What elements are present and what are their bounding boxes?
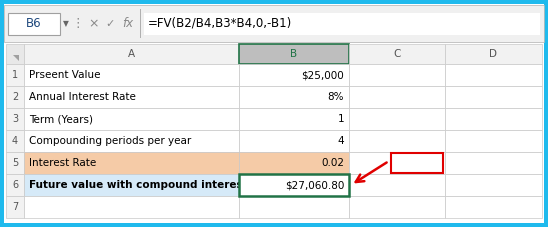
Text: 0.02: 0.02 [321, 158, 344, 168]
Text: 3: 3 [12, 114, 18, 124]
Bar [239, 174, 349, 196]
Text: B: B [290, 49, 298, 59]
Polygon shape [13, 55, 19, 61]
Bar [6, 108, 24, 130]
Text: A: A [128, 49, 135, 59]
Bar [239, 86, 349, 108]
Bar [24, 64, 239, 86]
Bar [239, 196, 349, 218]
Text: $25,000: $25,000 [301, 70, 344, 80]
Bar [239, 108, 349, 130]
Text: 1: 1 [12, 70, 18, 80]
Bar [445, 174, 542, 196]
Text: Future value with compound interest: Future value with compound interest [29, 180, 248, 190]
Text: Interest Rate: Interest Rate [29, 158, 96, 168]
Bar [445, 86, 542, 108]
Text: fx: fx [122, 17, 134, 30]
Bar [349, 44, 445, 64]
Bar [6, 130, 24, 152]
Text: C: C [393, 49, 401, 59]
Bar [349, 64, 445, 86]
Bar [391, 153, 443, 173]
Text: 7: 7 [12, 202, 18, 212]
Bar [349, 86, 445, 108]
Bar [445, 44, 542, 64]
Bar [24, 44, 239, 64]
Text: ✓: ✓ [105, 18, 115, 29]
Bar [445, 108, 542, 130]
Bar [445, 196, 542, 218]
Bar [24, 174, 239, 196]
Text: $27,060.80: $27,060.80 [284, 180, 344, 190]
Bar [239, 64, 349, 86]
Bar [349, 108, 445, 130]
Bar [144, 12, 540, 35]
Bar [24, 130, 239, 152]
Bar [349, 174, 445, 196]
Text: ▼: ▼ [63, 19, 69, 28]
Bar [6, 174, 24, 196]
Bar [24, 152, 239, 174]
Text: ×: × [89, 17, 99, 30]
Bar [239, 44, 349, 64]
Text: 6: 6 [12, 180, 18, 190]
Bar [445, 130, 542, 152]
Bar [140, 9, 141, 38]
Text: Annual Interest Rate: Annual Interest Rate [29, 92, 136, 102]
Bar [24, 86, 239, 108]
Text: =FV(B2/B4,B3*B4,0,-B1): =FV(B2/B4,B3*B4,0,-B1) [148, 17, 292, 30]
Bar [349, 152, 445, 174]
Bar [445, 152, 542, 174]
Bar [6, 196, 24, 218]
Bar [6, 64, 24, 86]
Bar [6, 44, 24, 64]
Text: Prseent Value: Prseent Value [29, 70, 100, 80]
Bar [24, 108, 239, 130]
Text: 2: 2 [12, 92, 18, 102]
Bar [349, 130, 445, 152]
Bar [6, 152, 24, 174]
Bar [445, 64, 542, 86]
Text: 8%: 8% [328, 92, 344, 102]
Bar [239, 152, 349, 174]
Bar [24, 196, 239, 218]
Text: 4: 4 [12, 136, 18, 146]
Text: D: D [489, 49, 498, 59]
Bar [8, 12, 60, 35]
Bar [6, 86, 24, 108]
Bar [239, 130, 349, 152]
Text: B6: B6 [26, 17, 42, 30]
Text: 1: 1 [338, 114, 344, 124]
Text: Result: Result [399, 156, 435, 170]
Text: ⋮: ⋮ [72, 17, 84, 30]
Bar [4, 5, 544, 42]
Text: Compounding periods per year: Compounding periods per year [29, 136, 191, 146]
Text: Term (Years): Term (Years) [29, 114, 93, 124]
Bar [349, 196, 445, 218]
Text: 4: 4 [338, 136, 344, 146]
Text: 5: 5 [12, 158, 18, 168]
